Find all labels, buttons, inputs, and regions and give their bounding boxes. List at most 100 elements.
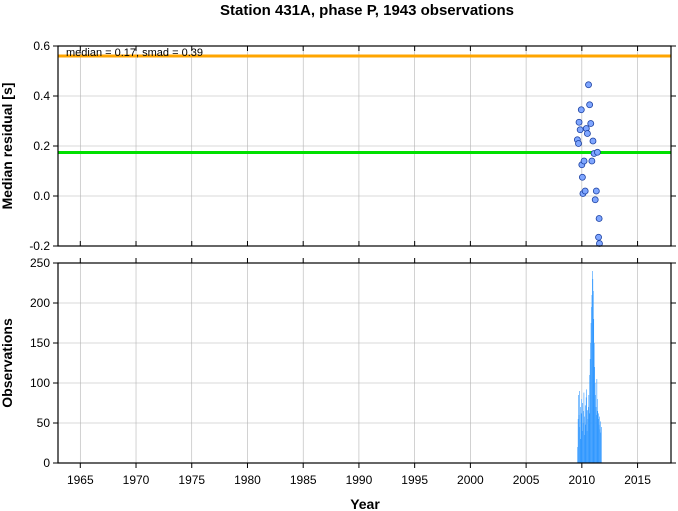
residual-y-tick-label: 0.0 xyxy=(33,189,50,203)
observations-y-tick-label: 150 xyxy=(30,336,50,350)
observations-bars xyxy=(577,271,602,463)
residual-y-tick-label: -0.2 xyxy=(29,239,50,253)
observations-bar xyxy=(582,423,584,463)
residual-point xyxy=(576,126,584,134)
x-tick-label: 1980 xyxy=(234,473,261,487)
observations-y-tick-label: 100 xyxy=(30,376,50,390)
residual-point xyxy=(578,173,586,181)
residual-y-tick-label: 0.6 xyxy=(33,39,50,53)
observations-bar xyxy=(591,295,593,463)
observations-bar xyxy=(600,421,601,463)
residual-y-tick-label: 0.4 xyxy=(33,89,50,103)
observations-bar xyxy=(594,367,595,463)
observations-bar xyxy=(601,427,602,463)
observations-bar xyxy=(593,343,595,463)
observations-bar xyxy=(590,343,591,463)
observations-bar xyxy=(580,407,581,463)
observations-bar xyxy=(577,419,579,463)
observations-bar xyxy=(583,392,585,463)
observations-bar xyxy=(585,397,587,463)
x-tick-label: 1985 xyxy=(290,473,317,487)
median-smad-annotation: median = 0.17, smad = 0.39 xyxy=(66,47,203,59)
residual-y-tick-label: 0.2 xyxy=(33,139,50,153)
x-tick-label: 1990 xyxy=(346,473,373,487)
observations-bar xyxy=(588,395,590,463)
observations-bar xyxy=(587,410,588,463)
residual-point xyxy=(591,196,599,204)
observations-bar xyxy=(581,431,583,463)
observations-bar xyxy=(600,432,602,463)
observations-y-axis-label: Observations xyxy=(0,318,15,408)
x-tick-label: 1995 xyxy=(401,473,428,487)
residual-x-ticks xyxy=(79,46,639,246)
observations-y-ticks: 0 50 100 150 200 250 xyxy=(30,256,676,470)
chart-title: Station 431A, phase P, 1943 observations xyxy=(220,2,514,19)
observations-bar xyxy=(592,271,593,463)
observations-bar xyxy=(589,359,591,463)
residual-point xyxy=(580,157,588,165)
observations-bar xyxy=(597,411,599,463)
observations-bar xyxy=(595,395,596,463)
observations-bar xyxy=(591,307,592,463)
residual-points xyxy=(573,81,603,247)
observations-bar xyxy=(580,439,582,463)
observations-bar xyxy=(593,319,595,463)
residual-scatter-panel: -0.2 0.0 0.2 0.4 0.6 median = 0.17, smad = 0… xyxy=(0,39,676,253)
observations-bar xyxy=(588,413,590,463)
x-tick-label: 2015 xyxy=(624,473,651,487)
observations-bar xyxy=(585,424,587,463)
observations-y-tick-label: 200 xyxy=(30,296,50,310)
observations-bar xyxy=(582,403,583,463)
observations-bar xyxy=(581,399,582,463)
residual-y-ticks: -0.2 0.0 0.2 0.4 0.6 xyxy=(29,39,676,253)
residual-point xyxy=(586,101,594,109)
observations-plot-area xyxy=(58,263,671,463)
observations-bar xyxy=(599,416,600,463)
residual-y-axis-label: Median residual [s] xyxy=(0,83,15,210)
x-tick-label: 1975 xyxy=(178,473,205,487)
residual-reference-lines xyxy=(58,54,671,154)
residual-point xyxy=(584,130,591,137)
observations-plot-frame xyxy=(57,262,672,464)
observations-bar xyxy=(579,427,581,463)
observations-bar xyxy=(594,383,596,463)
observations-bar xyxy=(588,407,589,463)
residual-point xyxy=(595,233,602,241)
x-tick-label: 1970 xyxy=(123,473,150,487)
observations-bar xyxy=(595,407,597,463)
observations-bar xyxy=(599,429,601,463)
residual-point xyxy=(589,137,597,145)
observations-bar xyxy=(597,419,599,463)
residual-point xyxy=(592,187,600,195)
observations-bar xyxy=(586,389,587,463)
residual-point xyxy=(595,215,603,222)
x-axis-label: Year xyxy=(350,496,380,511)
observations-x-ticks: 1965 1970 1975 1980 1985 1990 1995 2000 2005 2010… xyxy=(67,258,651,487)
residual-point xyxy=(594,148,601,156)
observations-y-tick-label: 50 xyxy=(37,416,51,430)
observations-y-tick-label: 250 xyxy=(30,256,50,270)
residual-point xyxy=(575,140,582,147)
observations-bar xyxy=(598,424,600,463)
observations-bar xyxy=(578,395,579,463)
observations-bar xyxy=(592,279,594,463)
observations-bar xyxy=(584,435,585,463)
residual-point xyxy=(585,81,592,89)
observations-bar-panel: 0 50 100 150 200 250 1965 1970 1975 1980 1985 1990… xyxy=(0,256,676,511)
observations-bar xyxy=(589,375,591,463)
observations-y-tick-label: 0 xyxy=(43,456,50,470)
residual-point xyxy=(575,118,583,126)
observations-bar xyxy=(578,415,580,463)
residual-point xyxy=(587,120,595,127)
observations-bar xyxy=(596,415,597,463)
residual-point xyxy=(588,157,596,165)
x-tick-label: 1965 xyxy=(67,473,94,487)
residual-point xyxy=(577,106,585,114)
observations-bar xyxy=(590,323,592,463)
observations-bar xyxy=(579,391,580,463)
observations-bar xyxy=(596,399,598,463)
observations-bar xyxy=(586,431,588,463)
x-tick-label: 2000 xyxy=(457,473,484,487)
observations-bar xyxy=(583,411,584,463)
